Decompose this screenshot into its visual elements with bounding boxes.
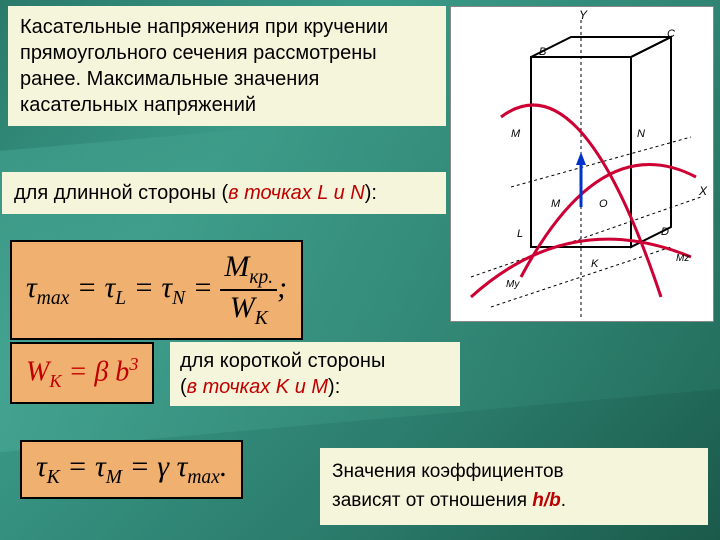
tk-sub-k: K (47, 467, 60, 488)
coef-period: . (561, 490, 566, 511)
svg-text:L: L (517, 228, 523, 240)
svg-text:B: B (539, 46, 546, 58)
wk-w: W (26, 356, 49, 387)
tk1: τ (36, 450, 47, 483)
short-side-suffix: ): (328, 376, 340, 398)
short-side-text: для короткой стороны (в точках K и M): (170, 342, 460, 406)
long-side-emphasis: в точках L и N (228, 182, 365, 204)
wk-eq: = β b (61, 356, 129, 387)
num-m: M (224, 250, 249, 283)
svg-text:O: O (599, 198, 608, 210)
tau-k-formula: τK = τM = γ τmax. (20, 440, 243, 499)
num-sub: кр. (249, 267, 273, 288)
wk-sub: K (49, 371, 61, 391)
sub-l: L (115, 288, 126, 309)
svg-text:N: N (637, 128, 645, 140)
short-side-emphasis: в точках K и M (187, 376, 328, 398)
svg-text:C: C (667, 28, 675, 40)
sub-n: N (172, 288, 185, 309)
coef-ratio: h/b (532, 490, 561, 511)
long-side-prefix: для длинной стороны ( (14, 182, 228, 204)
prism-diagram: Y X B C M N L K D O M Mz My (450, 6, 714, 322)
svg-text:Mz: Mz (676, 253, 689, 264)
coefficients-text: Значения коэффициентов зависят от отноше… (320, 448, 708, 525)
tk-sub-m: M (106, 467, 122, 488)
tau1: τ (26, 271, 37, 304)
svg-text:Y: Y (579, 8, 588, 22)
tau3: τ (161, 271, 172, 304)
svg-text:M: M (511, 128, 521, 140)
svg-text:K: K (591, 258, 599, 270)
diagram-svg: Y X B C M N L K D O M Mz My (451, 7, 715, 323)
intro-text: Касательные напряжения при кручении прям… (8, 6, 446, 126)
svg-text:M: M (551, 198, 561, 210)
short-side-line1: для короткой стороны (180, 350, 385, 372)
coef-line2a: зависят от отношения (332, 490, 532, 511)
den-w: W (230, 291, 255, 324)
intro-text-content: Касательные напряжения при кручении прям… (20, 16, 388, 116)
long-side-suffix: ): (365, 182, 377, 204)
den-sub: K (255, 308, 268, 329)
tk2: τ (95, 450, 106, 483)
tk-sub-max: max (187, 467, 220, 488)
svg-text:My: My (506, 279, 520, 290)
short-side-prefix: ( (180, 376, 187, 398)
sub-max: max (37, 288, 70, 309)
tau-max-formula: τmax = τL = τN = Mкр.WK; (10, 240, 303, 340)
wk-exp: 3 (129, 354, 138, 374)
coef-line1: Значения коэффициентов (332, 461, 564, 482)
tau2: τ (105, 271, 116, 304)
tk-gamma: γ (157, 450, 169, 483)
svg-text:D: D (661, 226, 669, 238)
wk-formula: WK = β b3 (10, 342, 154, 404)
svg-text:X: X (698, 184, 708, 198)
long-side-text: для длинной стороны (в точках L и N): (2, 172, 446, 214)
tk3: τ (177, 450, 188, 483)
